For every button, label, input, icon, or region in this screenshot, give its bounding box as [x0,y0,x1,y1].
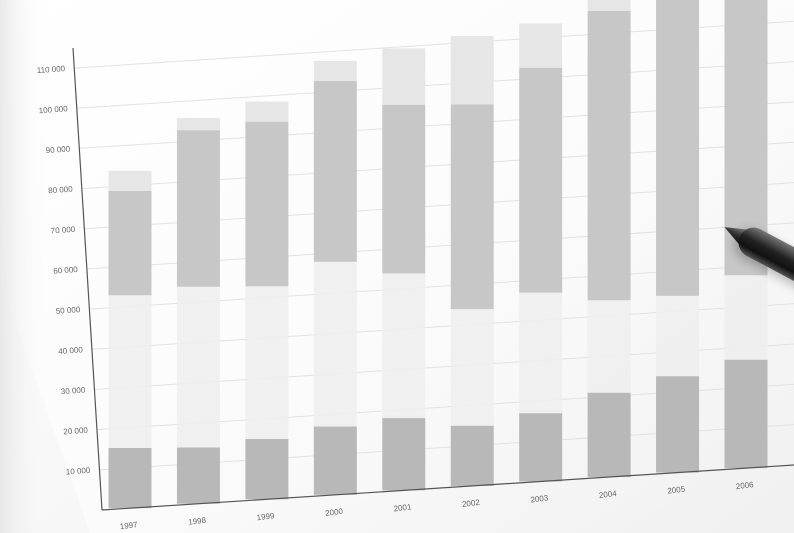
y-tick-label: 20 000 [63,426,89,437]
y-tick-label: 80 000 [48,185,74,196]
bar-segment-1997-1 [108,447,152,509]
bar-segment-2004-4 [587,0,631,12]
bar-segment-1998-4 [176,118,220,131]
bar-segment-2002-2 [450,309,494,426]
bar-segment-1997-4 [108,170,152,191]
x-tick-label: 2005 [667,484,686,495]
bar-segment-1997-3 [108,190,152,296]
x-axis-line [101,464,794,511]
bar-segment-2000-1 [313,426,357,495]
x-tick-label: 1997 [119,520,138,531]
x-tick-label: 2006 [735,480,754,491]
bar-segment-2005-1 [656,376,700,473]
axes [72,47,794,511]
x-tick-label: 1998 [188,516,207,527]
bar-segment-1997-2 [108,295,152,448]
bar-segment-2000-3 [313,81,357,262]
x-tick-label: 2002 [462,498,481,509]
x-tick-label: 1999 [256,511,275,522]
x-tick-label: 2000 [325,507,344,518]
tick-labels: 10 000 20 000 30 000 40 000 50 000 60 000 70 0… [37,64,755,531]
y-tick-label: 60 000 [53,265,79,276]
y-tick-label: 30 000 [61,385,87,396]
bar-segment-2005-2 [656,295,700,377]
bar-segment-2001-4 [382,48,426,105]
bar-segment-2004-2 [587,300,631,393]
bar-segment-2002-4 [450,35,494,105]
x-tick-label: 2003 [530,493,549,504]
bar-segment-2000-2 [313,261,357,427]
y-tick-label: 110 000 [37,64,66,75]
bar-segment-2005-3 [656,0,700,296]
x-tick-label: 2001 [393,502,412,513]
bar-segment-2001-2 [382,273,426,419]
bar-segment-1998-1 [176,447,220,504]
y-tick-label: 100 000 [38,104,68,115]
y-tick-label: 40 000 [58,345,84,356]
bar-segment-1999-2 [245,286,289,440]
bar-segment-2004-3 [587,11,631,301]
y-tick-label: 70 000 [50,225,76,236]
bar-segment-1998-2 [176,286,220,448]
bar-segment-1999-1 [245,439,289,500]
bar-segment-2002-3 [450,104,494,310]
bar-segment-2002-1 [450,425,494,486]
bar-segment-1998-3 [176,130,220,287]
bar-segment-2001-3 [382,104,426,274]
bar-segment-1999-3 [245,121,289,287]
bar-segment-2003-4 [519,23,563,68]
bar-segment-2003-2 [519,292,563,414]
bar-segment-2006-2 [724,275,768,360]
y-tick-label: 10 000 [66,466,92,477]
y-axis-line [72,47,103,511]
x-tick-label: 2004 [598,489,617,500]
y-tick-label: 90 000 [45,144,71,155]
bar-segment-2003-3 [519,67,563,293]
bar-segment-2006-1 [724,359,768,469]
bar-segment-2000-4 [313,60,357,82]
bar-segment-2004-1 [587,392,631,478]
bar-segment-2006-3 [724,0,768,276]
bar-segment-2003-1 [519,413,563,482]
y-tick-label: 50 000 [55,305,81,316]
bar-segment-1999-4 [245,101,289,122]
bar-segment-2001-1 [382,418,426,491]
